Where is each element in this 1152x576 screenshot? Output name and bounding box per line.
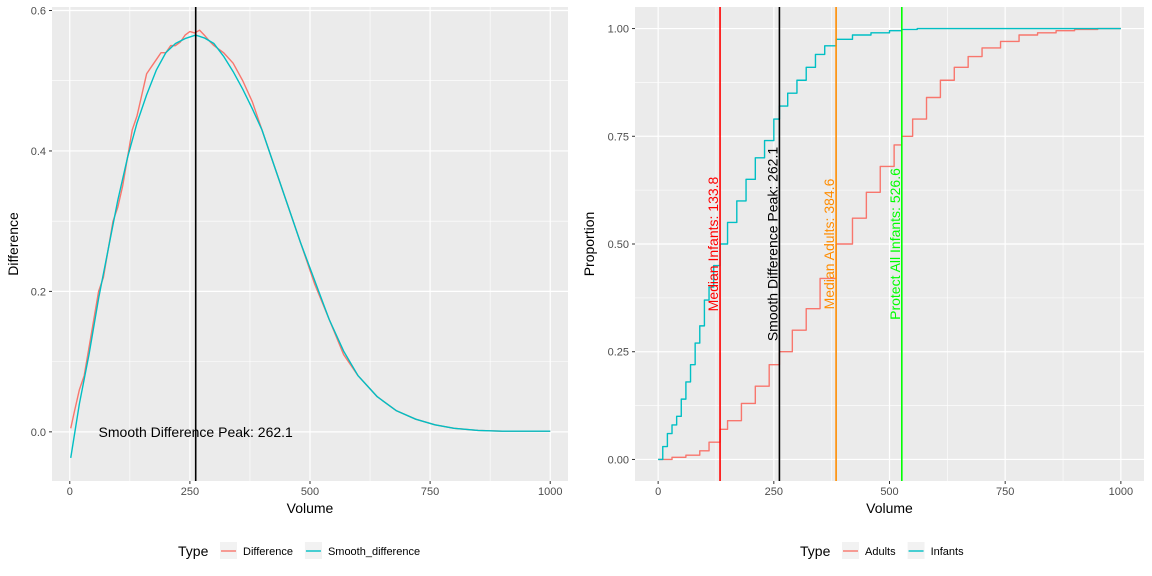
legend-title: Type	[178, 543, 209, 559]
y-tick-label: 1.00	[608, 24, 629, 36]
x-tick-label: 1000	[1109, 486, 1133, 498]
vline-label: Median Adults: 384.6	[821, 178, 837, 309]
x-axis-title: Volume	[287, 500, 334, 516]
series-line-adults	[658, 27, 1121, 461]
series-line-infants	[658, 27, 1121, 461]
y-tick-label: 0.2	[31, 286, 46, 298]
x-tick-label: 750	[996, 486, 1014, 498]
left-legend: Type Difference Smooth_difference	[178, 542, 420, 559]
data-marks	[70, 7, 551, 481]
y-tick-label: 0.25	[608, 347, 629, 359]
x-tick-label: 500	[880, 486, 898, 498]
x-tick-label: 250	[765, 486, 783, 498]
y-tick-label: 0.0	[31, 427, 46, 439]
legend-entry-label: Adults	[865, 546, 896, 558]
y-axis-title: Proportion	[581, 212, 597, 277]
vline-label: Smooth Difference Peak: 262.1	[764, 147, 780, 342]
y-tick-label: 0.6	[31, 6, 46, 18]
y-tick-label: 0.00	[608, 454, 629, 466]
x-tick-label: 750	[421, 486, 439, 498]
right-legend: Type Adults Infants	[800, 542, 964, 559]
peak-annotation: Smooth Difference Peak: 262.1	[99, 424, 294, 440]
y-tick-label: 0.75	[608, 131, 629, 143]
legend-title: Type	[800, 543, 831, 559]
y-tick-label: 0.4	[31, 146, 46, 158]
x-tick-label: 1000	[538, 486, 562, 498]
x-tick-label: 250	[181, 486, 199, 498]
legend-entry-label: Difference	[243, 546, 293, 558]
x-axis-title: Volume	[866, 500, 913, 516]
x-tick-label: 500	[301, 486, 319, 498]
legend-entry-label: Smooth_difference	[328, 546, 420, 558]
data-marks	[658, 7, 1121, 481]
vline-label: Protect All Infants: 526.6	[887, 168, 903, 320]
series-line-smooth-difference	[70, 34, 551, 458]
legend-entry-label: Infants	[931, 546, 965, 558]
left-chart-difference: 0 250 500 750 1000 0.0 0.2 0.4 0.6 Volume Differen…	[5, 6, 568, 516]
x-tick-label: 0	[67, 486, 73, 498]
right-chart-proportion: 0 250 500 750 1000 0.00 0.25 0.50 0.75 1.00 Volume…	[581, 7, 1144, 516]
x-tick-label: 0	[655, 486, 661, 498]
y-axis-title: Difference	[5, 212, 21, 276]
y-tick-label: 0.50	[608, 239, 629, 251]
vline-label: Median Infants: 133.8	[705, 176, 721, 311]
